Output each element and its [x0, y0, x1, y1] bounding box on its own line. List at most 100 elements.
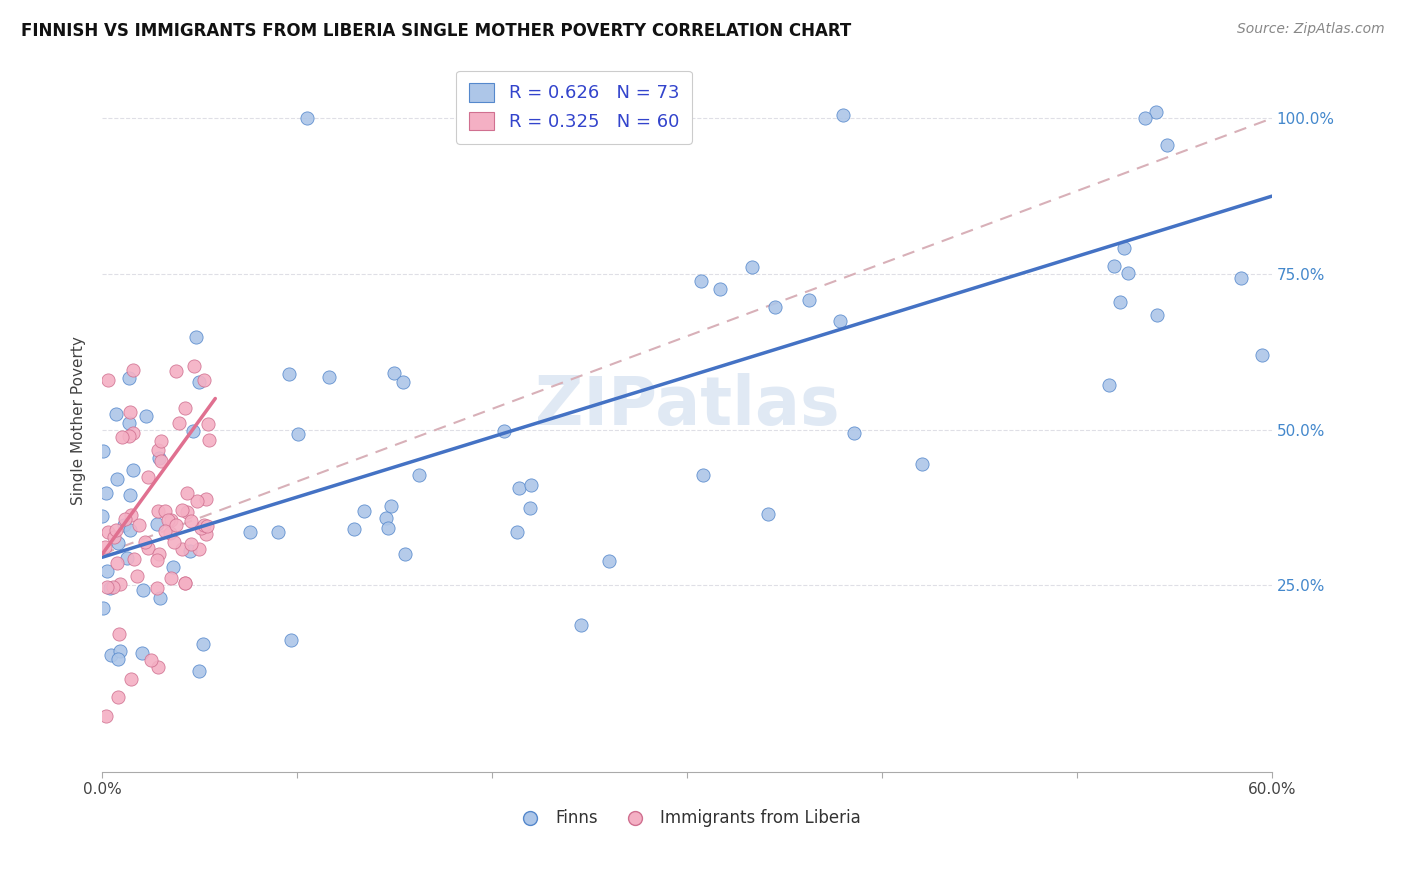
- Point: [97, 525, 120, 540]
- Point: [598, 554, 620, 568]
- Point: [100, 648, 122, 662]
- Point: [692, 468, 714, 483]
- Point: [197, 417, 219, 431]
- Point: [98, 581, 121, 595]
- Point: [174, 401, 197, 415]
- Point: [146, 443, 169, 458]
- Point: [148, 547, 170, 561]
- Point: [146, 504, 169, 518]
- Point: [391, 375, 413, 389]
- Point: [118, 417, 141, 431]
- Point: [267, 524, 290, 539]
- Point: [377, 521, 399, 535]
- Point: [176, 505, 198, 519]
- Point: [1230, 271, 1253, 285]
- Point: [135, 409, 157, 423]
- Point: [165, 364, 187, 378]
- Point: [1144, 105, 1167, 120]
- Point: [112, 517, 135, 532]
- Point: [132, 582, 155, 597]
- Point: [343, 522, 366, 536]
- Point: [117, 371, 139, 385]
- Point: [146, 581, 169, 595]
- Point: [120, 508, 142, 523]
- Point: [125, 569, 148, 583]
- Point: [139, 653, 162, 667]
- Point: [180, 514, 202, 528]
- Point: [1112, 241, 1135, 255]
- Point: [176, 486, 198, 500]
- Point: [519, 500, 541, 515]
- Point: [96, 486, 118, 500]
- Point: [828, 313, 851, 327]
- Point: [160, 571, 183, 585]
- Point: [97, 373, 120, 387]
- Point: [353, 504, 375, 518]
- Point: [187, 375, 209, 389]
- Point: [382, 367, 405, 381]
- Point: [153, 524, 176, 538]
- Point: [114, 512, 136, 526]
- Point: [146, 660, 169, 674]
- Point: [763, 301, 786, 315]
- Point: [1156, 137, 1178, 152]
- Point: [107, 690, 129, 705]
- Point: [492, 424, 515, 438]
- Point: [94, 709, 117, 723]
- Point: [163, 535, 186, 549]
- Point: [91, 601, 114, 615]
- Point: [278, 368, 301, 382]
- Point: [170, 541, 193, 556]
- Point: [118, 488, 141, 502]
- Point: [121, 425, 143, 440]
- Point: [107, 472, 129, 486]
- Point: [107, 627, 129, 641]
- Point: [394, 548, 416, 562]
- Point: [157, 513, 180, 527]
- Point: [167, 416, 190, 430]
- Point: [120, 523, 142, 537]
- Point: [318, 369, 340, 384]
- Point: [295, 112, 318, 126]
- Point: [193, 373, 215, 387]
- Point: [508, 481, 530, 495]
- Point: [107, 652, 129, 666]
- Point: [108, 576, 131, 591]
- Point: [96, 564, 118, 578]
- Point: [149, 454, 172, 468]
- Point: [756, 508, 779, 522]
- Point: [174, 576, 197, 591]
- Point: [162, 560, 184, 574]
- Point: [136, 541, 159, 555]
- Point: [911, 457, 934, 471]
- Point: [181, 424, 204, 438]
- Point: [103, 530, 125, 544]
- Point: [105, 556, 128, 570]
- Point: [1108, 295, 1130, 310]
- Point: [1251, 348, 1274, 362]
- Point: [179, 544, 201, 558]
- Point: [128, 517, 150, 532]
- Text: FINNISH VS IMMIGRANTS FROM LIBERIA SINGLE MOTHER POVERTY CORRELATION CHART: FINNISH VS IMMIGRANTS FROM LIBERIA SINGL…: [21, 22, 852, 40]
- Point: [110, 430, 132, 444]
- Point: [165, 518, 187, 533]
- Point: [148, 450, 170, 465]
- Point: [193, 518, 215, 533]
- Point: [174, 575, 197, 590]
- Point: [134, 535, 156, 549]
- Point: [118, 429, 141, 443]
- Point: [91, 444, 114, 458]
- Point: [122, 363, 145, 377]
- Point: [94, 540, 117, 554]
- Point: [149, 591, 172, 605]
- Point: [1098, 377, 1121, 392]
- Point: [197, 519, 219, 533]
- Point: [105, 407, 128, 421]
- Point: [115, 551, 138, 566]
- Point: [107, 535, 129, 549]
- Point: [91, 509, 114, 524]
- Point: [569, 618, 592, 632]
- Point: [104, 523, 127, 537]
- Point: [690, 274, 713, 288]
- Point: [120, 405, 142, 419]
